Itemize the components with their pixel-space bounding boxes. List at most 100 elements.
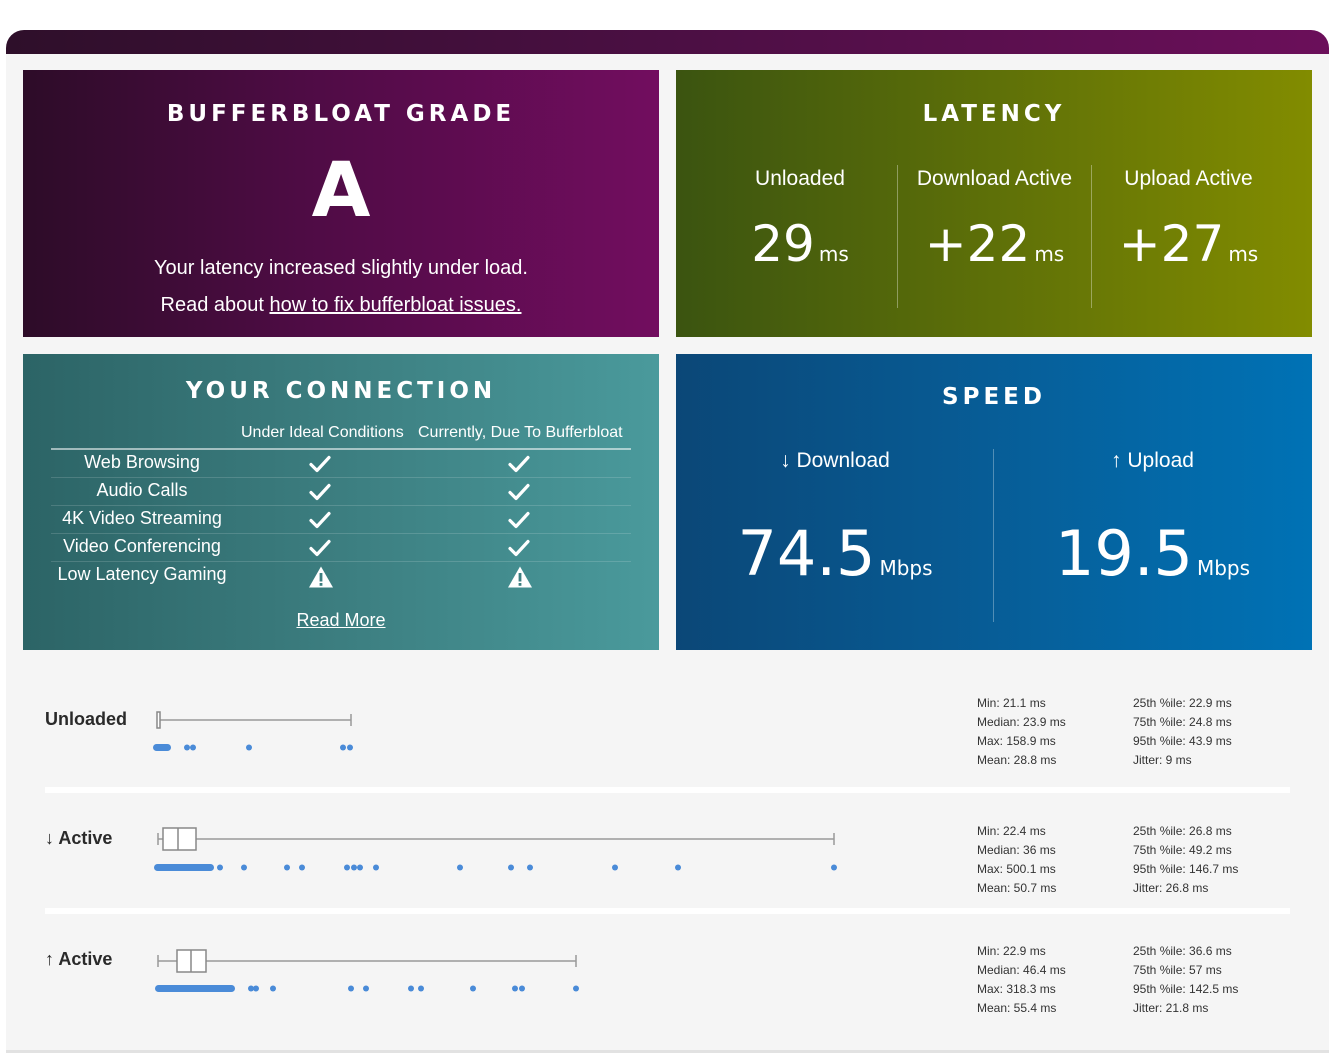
connection-table-header: Under Ideal Conditions Currently, Due To… [51, 424, 631, 450]
sample-dot [508, 864, 514, 871]
latency-upload-active: Upload Active +27 ms [1091, 165, 1285, 308]
stats-label: ↑ Active [45, 949, 113, 969]
stats-col-1: Min: 22.4 ms Median: 36 ms Max: 500.1 ms… [977, 822, 1056, 898]
sample-dots [154, 864, 837, 871]
connection-row: Audio Calls [51, 478, 631, 506]
sample-dot [363, 985, 369, 992]
sample-dot [190, 744, 196, 751]
warning-icon [507, 565, 532, 588]
stat-max: Max: 158.9 ms [977, 734, 1056, 748]
grade-description: Your latency increased slightly under lo… [23, 250, 659, 324]
sample-dot [344, 864, 350, 871]
sample-dot-cluster [155, 985, 235, 992]
stat-max: Max: 318.3 ms [977, 982, 1056, 996]
latency-unit: ms [1228, 242, 1259, 266]
sample-dot [831, 864, 837, 871]
check-icon [507, 537, 531, 559]
stats-label: Unloaded [45, 709, 128, 729]
stats-col-1: Min: 22.9 ms Median: 46.4 ms Max: 318.3 … [977, 942, 1066, 1018]
stat-p95: 95th %ile: 43.9 ms [1133, 734, 1232, 748]
connection-title: YOUR CONNECTION [185, 378, 497, 404]
connection-row: Low Latency Gaming [51, 562, 631, 590]
sample-dot [246, 744, 252, 751]
speed-unit: Mbps [1196, 556, 1251, 580]
stat-jitter: Jitter: 9 ms [1133, 753, 1192, 767]
stat-min: Min: 22.9 ms [977, 944, 1046, 958]
check-icon [308, 509, 332, 531]
stats-unloaded: Unloaded Min: 21.1 ms Median: 23.9 ms Ma… [45, 690, 1290, 790]
stat-mean: Mean: 28.8 ms [977, 753, 1057, 767]
sample-dot [241, 864, 247, 871]
connection-row-name: Audio Calls [96, 480, 188, 500]
latency-title: LATENCY [922, 101, 1066, 127]
stats-upload-active: ↑ Active Min: 22.9 ms Median: 46.4 ms Ma… [45, 908, 1290, 1026]
sample-dot [284, 864, 290, 871]
stats-label: ↓ Active [45, 828, 113, 848]
grade-title: BUFFERBLOAT GRADE [166, 101, 516, 127]
top-accent-bar [6, 30, 1329, 54]
connection-row: Web Browsing [51, 450, 631, 478]
sample-dot [270, 985, 276, 992]
latency-unit: ms [1034, 242, 1065, 266]
speed-title: SPEED [942, 384, 1046, 410]
boxplot-download-active [154, 827, 837, 871]
col-current-header: Currently, Due To Bufferbloat [418, 424, 623, 441]
sample-dot [351, 864, 357, 871]
sample-dots [153, 744, 353, 751]
your-connection-card: YOUR CONNECTION Under Ideal Conditions C… [23, 354, 659, 650]
latency-upload-label: Upload Active [1124, 167, 1253, 190]
stat-max: Max: 500.1 ms [977, 862, 1056, 876]
sample-dot [217, 864, 223, 871]
upload-label: ↑ Upload [1111, 449, 1194, 472]
check-icon [308, 453, 332, 475]
speed-upload: ↑ Upload 19.5 Mbps [993, 449, 1311, 622]
bottom-divider [6, 1050, 1329, 1053]
sample-dot [408, 985, 414, 992]
stats-col-1: Min: 21.1 ms Median: 23.9 ms Max: 158.9 … [977, 694, 1066, 770]
sample-dot [184, 744, 190, 751]
sample-dot [573, 985, 579, 992]
upload-value: 19.5 [1054, 517, 1193, 590]
latency-upload-value: +27 [1118, 215, 1225, 273]
stat-min: Min: 22.4 ms [977, 824, 1046, 838]
latency-download-label: Download Active [916, 167, 1073, 190]
read-more-link[interactable]: Read More [296, 610, 386, 630]
sample-dot [418, 985, 424, 992]
latency-unloaded-value: 29 [751, 215, 815, 273]
check-icon [507, 453, 531, 475]
sample-dot [348, 985, 354, 992]
connection-row-name: Low Latency Gaming [57, 564, 227, 584]
stats-col-2: 25th %ile: 36.6 ms 75th %ile: 57 ms 95th… [1133, 942, 1238, 1018]
stat-min: Min: 21.1 ms [977, 696, 1046, 710]
sample-dot [248, 985, 254, 992]
stat-p75: 75th %ile: 24.8 ms [1133, 715, 1232, 729]
box-iqr [156, 711, 161, 729]
sample-dot [357, 864, 363, 871]
download-label: ↓ Download [780, 449, 890, 472]
connection-row-name: Web Browsing [84, 452, 200, 472]
connection-row: Video Conferencing [51, 534, 631, 562]
latency-unloaded: Unloaded 29 ms [703, 165, 897, 308]
sample-dot [512, 985, 518, 992]
connection-table: Under Ideal Conditions Currently, Due To… [51, 424, 631, 590]
stat-p75: 75th %ile: 49.2 ms [1133, 843, 1232, 857]
sample-dot [527, 864, 533, 871]
stat-median: Median: 46.4 ms [977, 963, 1066, 977]
grade-line-2: Read about how to fix bufferbloat issues… [23, 287, 659, 324]
sample-dot-cluster [153, 744, 171, 751]
box-iqr [162, 827, 197, 851]
stats-download-active: ↓ Active Min: 22.4 ms Median: 36 ms Max [45, 787, 1290, 905]
sample-dot-cluster [154, 864, 214, 871]
stats-col-2: 25th %ile: 22.9 ms 75th %ile: 24.8 ms 95… [1133, 694, 1232, 770]
sample-dot [519, 985, 525, 992]
stat-p25: 25th %ile: 22.9 ms [1133, 696, 1232, 710]
latency-card: LATENCY Unloaded 29 ms Download Active +2… [676, 70, 1312, 337]
grade-line-2-prefix: Read about [160, 294, 270, 316]
bufferbloat-grade-card: BUFFERBLOAT GRADE A Your latency increas… [23, 70, 659, 337]
stat-p25: 25th %ile: 36.6 ms [1133, 944, 1232, 958]
connection-row-name: 4K Video Streaming [62, 508, 222, 528]
grade-line-1: Your latency increased slightly under lo… [154, 257, 528, 279]
sample-dot [253, 985, 259, 992]
sample-dot [612, 864, 618, 871]
fix-bufferbloat-link[interactable]: how to fix bufferbloat issues. [269, 294, 522, 316]
